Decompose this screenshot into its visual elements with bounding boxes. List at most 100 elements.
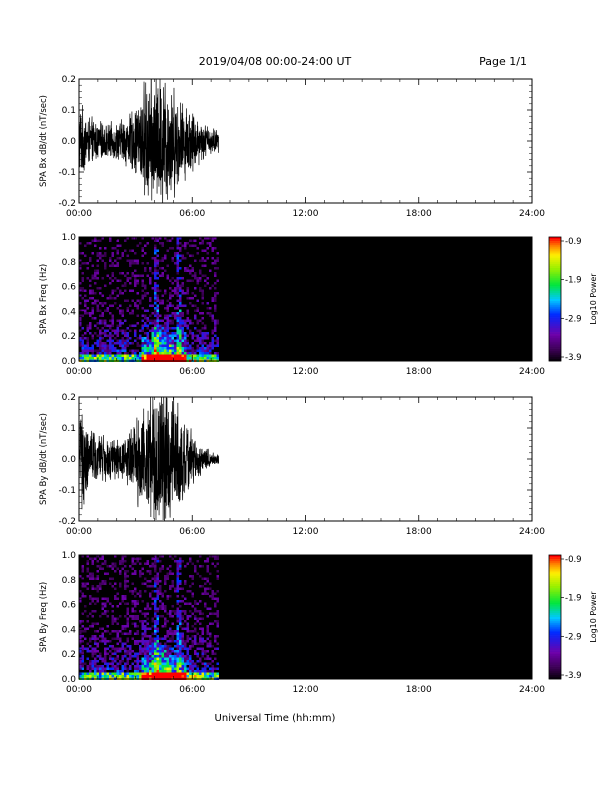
spectrogram-cell: [86, 642, 89, 645]
spectrogram-cell: [166, 327, 169, 330]
spectrogram-cell: [121, 252, 124, 255]
spectrogram-cell: [161, 637, 164, 640]
spectrogram-cell: [104, 660, 107, 663]
spectrogram-cell: [89, 284, 92, 287]
spectrogram-cell: [196, 334, 199, 337]
spectrogram-cell: [156, 582, 159, 585]
spectrogram-cell: [104, 612, 107, 615]
spectrogram-cell: [141, 632, 144, 635]
spectrogram-cell: [116, 592, 119, 595]
spectrogram-cell: [186, 297, 189, 300]
spectrogram-cell: [184, 332, 187, 335]
spectrogram-cell: [169, 615, 172, 618]
spectrogram-cell: [156, 635, 159, 638]
spectrogram-cell: [84, 627, 87, 630]
spectrogram-cell: [126, 667, 129, 670]
spectrogram-cell: [174, 279, 177, 282]
spectrogram-cell: [204, 284, 207, 287]
spectrogram-cell: [129, 324, 132, 327]
spectrogram-cell: [189, 557, 192, 560]
spectrogram-cell: [201, 565, 204, 568]
spectrogram-cell: [166, 299, 169, 302]
spectrogram-cell: [119, 244, 122, 247]
spectrogram-cell: [144, 337, 147, 340]
spectrogram-cell: [206, 587, 209, 590]
spectrogram-cell: [124, 347, 127, 350]
spectrogram-cell: [96, 287, 99, 290]
spectrogram-cell: [181, 342, 184, 345]
spectrogram-cell: [209, 572, 212, 575]
spectrogram-cell: [99, 292, 102, 295]
spectrogram-cell: [191, 625, 194, 628]
spectrogram-cell: [91, 292, 94, 295]
spectrogram-cell: [111, 274, 114, 277]
spectrogram-cell: [111, 254, 114, 257]
spectrogram-cell: [164, 582, 167, 585]
spectrogram-cell: [96, 672, 99, 675]
spectrogram-cell: [101, 259, 104, 262]
spectrogram-cell: [189, 675, 192, 678]
spectrogram-cell: [181, 312, 184, 315]
spectrogram-cell: [104, 352, 107, 355]
spectrogram-cell: [114, 672, 117, 675]
spectrogram-cell: [91, 610, 94, 613]
spectrogram-cell: [191, 582, 194, 585]
spectrogram-cell: [106, 615, 109, 618]
spectrogram-cell: [106, 324, 109, 327]
spectrogram-cell: [104, 580, 107, 583]
spectrogram-cell: [176, 289, 179, 292]
spectrogram-cell: [161, 655, 164, 658]
spectrogram-cell: [214, 675, 217, 678]
spectrogram-cell: [174, 612, 177, 615]
spectrogram-cell: [114, 354, 117, 357]
spectrogram-cell: [201, 327, 204, 330]
spectrogram-cell: [214, 307, 217, 310]
spectrogram-cell: [86, 675, 89, 678]
spectrogram-cell: [119, 650, 122, 653]
colorbar-segment: [549, 280, 561, 283]
spectrogram-cell: [136, 274, 139, 277]
spectrogram-cell: [94, 622, 97, 625]
spectrogram-cell: [206, 252, 209, 255]
spectrogram-cell: [114, 597, 117, 600]
spectrogram-cell: [126, 254, 129, 257]
x-tick-label: 18:00: [406, 209, 432, 219]
spectrogram-cell: [131, 655, 134, 658]
spectrogram-cell: [164, 332, 167, 335]
spectrogram-cell: [94, 667, 97, 670]
spectrogram-cell: [151, 327, 154, 330]
spectrogram-cell: [184, 344, 187, 347]
spectrogram-cell: [214, 605, 217, 608]
spectrogram-cell: [149, 319, 152, 322]
spectrogram-cell: [149, 329, 152, 332]
x-tick-label: 00:00: [66, 527, 92, 537]
spectrogram-cell: [124, 652, 127, 655]
spectrogram-cell: [214, 657, 217, 660]
spectrogram-cell: [179, 620, 182, 623]
spectrogram-cell: [129, 289, 132, 292]
spectrogram-cell: [164, 352, 167, 355]
spectrogram-cell: [121, 672, 124, 675]
colorbar-segment: [549, 637, 561, 641]
spectrogram-cell: [171, 247, 174, 250]
spectrogram-cell: [99, 657, 102, 660]
spectrogram-cell: [176, 332, 179, 335]
spectrogram-cell: [211, 342, 214, 345]
spectrogram-cell: [171, 650, 174, 653]
spectrogram-cell: [121, 254, 124, 257]
spectrogram-cell: [194, 602, 197, 605]
spectrogram-cell: [156, 239, 159, 242]
spectrogram-cell: [141, 642, 144, 645]
spectrogram-cell: [166, 307, 169, 310]
spectrogram-cell: [149, 670, 152, 673]
spectrogram-cell: [204, 665, 207, 668]
spectrogram-cell: [101, 660, 104, 663]
spectrogram-cell: [176, 627, 179, 630]
spectrogram-cell: [111, 565, 114, 568]
spectrogram-cell: [186, 309, 189, 312]
spectrogram-cell: [144, 662, 147, 665]
spectrogram-cell: [161, 615, 164, 618]
spectrogram-cell: [146, 617, 149, 620]
spectrogram-cell: [204, 582, 207, 585]
spectrogram-cell: [171, 640, 174, 643]
